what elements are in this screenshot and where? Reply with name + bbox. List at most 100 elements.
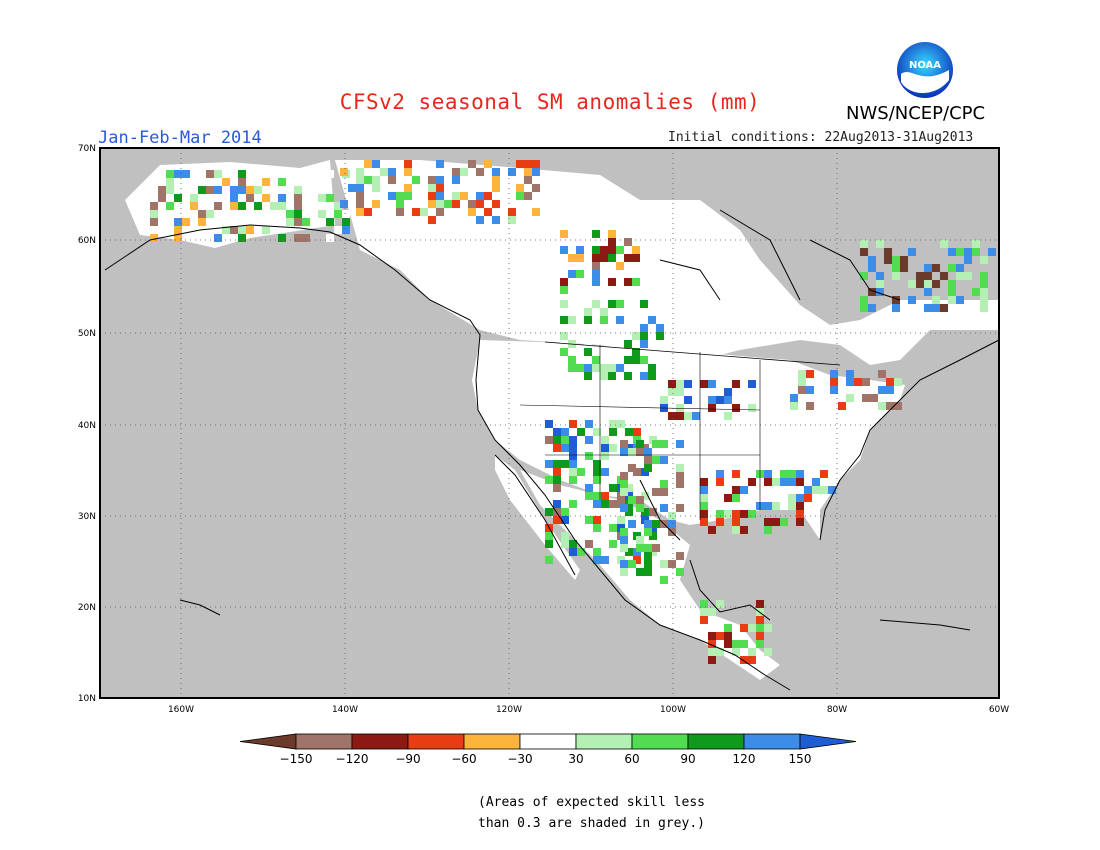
anomaly-cell [892,264,900,272]
anomaly-cell [788,470,796,478]
anomaly-cell [600,364,608,372]
anomaly-cell [708,640,716,648]
anomaly-cell [576,254,584,262]
colorbar-segment [463,733,521,750]
lat-label: 40N [78,421,96,431]
anomaly-cell [860,248,868,256]
anomaly-cell [508,208,516,216]
anomaly-cell [326,218,334,226]
anomaly-cell [342,218,350,226]
anomaly-cell [940,272,948,280]
anomaly-cell [640,372,648,380]
colorbar-max-triangle [799,733,857,750]
anomaly-cell [894,402,902,410]
anomaly-cell [676,388,684,396]
anomaly-cell [884,248,892,256]
colorbar-label: −120 [335,752,369,766]
anomaly-cell [609,444,617,452]
anomaly-cell [553,484,561,492]
anomaly-cell [593,428,601,436]
anomaly-cell [380,168,388,176]
anomaly-cell [584,348,592,356]
anomaly-cell [600,372,608,380]
anomaly-cell [356,200,364,208]
anomaly-cell [700,494,708,502]
anomaly-cell [356,192,364,200]
anomaly-cell [404,192,412,200]
anomaly-cell [278,234,286,242]
anomaly-cell [830,386,838,394]
anomaly-cell [964,248,972,256]
anomaly-cell [804,486,812,494]
anomaly-cell [676,568,684,576]
anomaly-cell [620,504,628,512]
anomaly-cell [740,624,748,632]
anomaly-cell [356,208,364,216]
anomaly-cell [334,202,342,210]
anomaly-cell [660,576,668,584]
anomaly-cell [764,518,772,526]
anomaly-cell [524,192,532,200]
anomaly-cell [364,208,372,216]
anomaly-cell [708,396,716,404]
anomaly-cell [608,230,616,238]
anomaly-cell [553,508,561,516]
anomaly-cell [182,218,190,226]
anomaly-cell [956,248,964,256]
anomaly-cell [700,600,708,608]
anomaly-cell [262,194,270,202]
anomaly-cell [158,194,166,202]
anomaly-cell [326,202,334,210]
anomaly-cell [708,648,716,656]
anomaly-cell [222,178,230,186]
anomaly-cell [561,444,569,452]
anomaly-cell [198,186,206,194]
anomaly-cell [748,648,756,656]
anomaly-cell [592,230,600,238]
anomaly-cell [652,488,660,496]
anomaly-cell [924,288,932,296]
anomaly-cell [948,280,956,288]
anomaly-cell [608,238,616,246]
anomaly-cell [632,278,640,286]
colorbar [239,733,857,750]
anomaly-cell [560,300,568,308]
anomaly-cell [708,404,716,412]
anomaly-cell [668,512,676,520]
lon-label: 160W [168,705,194,715]
lat-label: 20N [78,603,96,613]
anomaly-cell [900,256,908,264]
anomaly-cell [756,632,764,640]
anomaly-cell [198,218,206,226]
anomaly-cell [569,468,577,476]
anomaly-cell [428,200,436,208]
anomaly-cell [648,308,656,316]
anomaly-cell [828,486,836,494]
anomaly-cell [158,186,166,194]
anomaly-cell [649,532,657,540]
anomaly-cell [553,428,561,436]
anomaly-cell [396,208,404,216]
anomaly-cell [820,470,828,478]
anomaly-cell [318,194,326,202]
anomaly-cell [668,388,676,396]
anomaly-cell [608,300,616,308]
anomaly-cell [404,168,412,176]
anomaly-cell [372,176,380,184]
anomaly-cell [830,370,838,378]
anomaly-cell [924,280,932,288]
anomaly-cell [846,394,854,402]
anomaly-cell [732,526,740,534]
anomaly-cell [684,380,692,388]
anomaly-cell [585,484,593,492]
anomaly-cell [254,186,262,194]
anomaly-cell [568,316,576,324]
anomaly-cell [436,160,444,168]
anomaly-cell [468,208,476,216]
lon-label: 80W [827,705,847,715]
anomaly-cell [756,640,764,648]
anomaly-cell [326,194,334,202]
anomaly-cell [660,480,668,488]
anomaly-cell [388,168,396,176]
anomaly-cell [569,500,577,508]
